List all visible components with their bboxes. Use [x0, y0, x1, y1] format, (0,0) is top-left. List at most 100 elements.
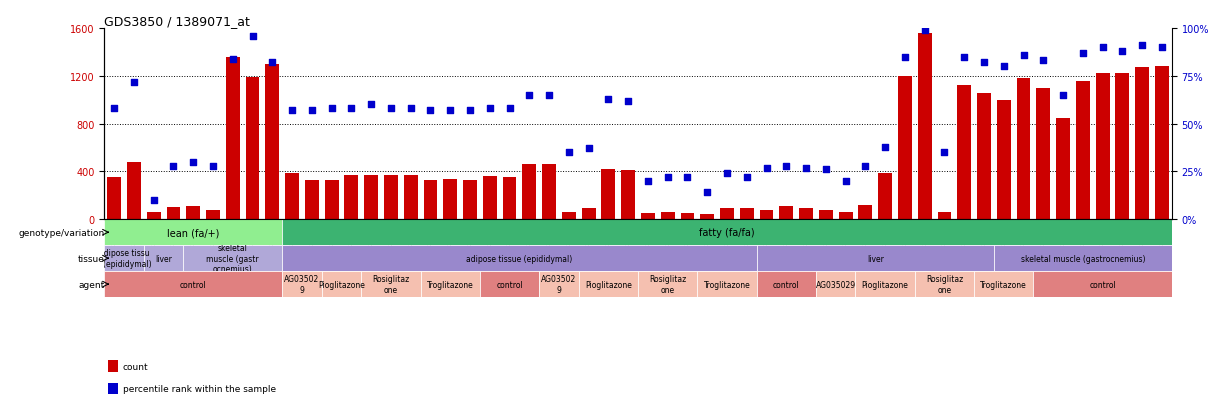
- Bar: [760, 210, 773, 220]
- Bar: [816, 271, 855, 297]
- Point: [1014, 52, 1033, 59]
- Point: [638, 178, 658, 185]
- Bar: [183, 246, 282, 271]
- Bar: [601, 170, 615, 220]
- Text: agent: agent: [79, 280, 104, 289]
- Bar: [187, 206, 200, 220]
- Point: [361, 102, 380, 109]
- Bar: [740, 209, 753, 220]
- Point: [263, 60, 282, 66]
- Bar: [480, 271, 539, 297]
- Point: [1033, 58, 1053, 65]
- Text: Pioglitazone: Pioglitazone: [318, 280, 364, 289]
- Bar: [282, 220, 1172, 246]
- Bar: [562, 213, 575, 220]
- Point: [519, 93, 539, 99]
- Text: GDS3850 / 1389071_at: GDS3850 / 1389071_at: [104, 15, 250, 28]
- Point: [618, 98, 638, 105]
- Point: [717, 171, 736, 177]
- Bar: [542, 165, 556, 220]
- Bar: [503, 178, 517, 220]
- Bar: [994, 246, 1172, 271]
- Bar: [1135, 68, 1148, 220]
- Bar: [757, 246, 994, 271]
- Bar: [1017, 79, 1031, 220]
- Text: liver: liver: [866, 254, 883, 263]
- Text: skeletal muscle (gastrocnemius): skeletal muscle (gastrocnemius): [1021, 254, 1145, 263]
- Point: [480, 106, 499, 112]
- Bar: [918, 34, 931, 220]
- Bar: [361, 271, 421, 297]
- Text: adipose tissu
e (epididymal): adipose tissu e (epididymal): [96, 249, 152, 268]
- Text: Troglitazone: Troglitazone: [703, 280, 751, 289]
- Text: lean (fa/+): lean (fa/+): [167, 228, 220, 237]
- Bar: [915, 271, 974, 297]
- Bar: [720, 209, 734, 220]
- Point: [1093, 45, 1113, 51]
- Point: [974, 60, 994, 66]
- Bar: [799, 209, 814, 220]
- Text: control: control: [773, 280, 800, 289]
- Bar: [996, 100, 1011, 220]
- Text: fatty (fa/fa): fatty (fa/fa): [699, 228, 755, 237]
- Bar: [104, 271, 282, 297]
- Bar: [463, 180, 477, 220]
- Point: [282, 108, 302, 114]
- Bar: [879, 173, 892, 220]
- Point: [579, 146, 599, 152]
- Bar: [779, 206, 793, 220]
- Point: [777, 163, 796, 170]
- Point: [223, 56, 243, 63]
- Point: [677, 174, 697, 181]
- Point: [737, 174, 757, 181]
- Text: control: control: [180, 280, 206, 289]
- Bar: [282, 271, 321, 297]
- Bar: [226, 57, 239, 220]
- Text: Pioglitazone: Pioglitazone: [861, 280, 908, 289]
- Point: [1152, 45, 1172, 51]
- Bar: [582, 209, 595, 220]
- Bar: [859, 205, 872, 220]
- Bar: [1033, 271, 1172, 297]
- Text: Troglitazone: Troglitazone: [427, 280, 474, 289]
- Bar: [321, 271, 361, 297]
- Point: [401, 106, 421, 112]
- Bar: [306, 180, 319, 220]
- Bar: [325, 180, 339, 220]
- Bar: [1037, 88, 1050, 220]
- Point: [539, 93, 558, 99]
- Bar: [404, 176, 417, 220]
- Point: [163, 163, 183, 170]
- Bar: [621, 171, 636, 220]
- Bar: [681, 214, 694, 220]
- Bar: [147, 213, 161, 220]
- Point: [658, 174, 677, 181]
- Text: count: count: [123, 362, 148, 371]
- Bar: [701, 215, 714, 220]
- Bar: [443, 179, 458, 220]
- Point: [124, 79, 144, 85]
- Text: AG03502
9: AG03502 9: [541, 275, 577, 294]
- Bar: [421, 271, 480, 297]
- Point: [875, 144, 894, 150]
- Point: [382, 106, 401, 112]
- Point: [836, 178, 855, 185]
- Point: [499, 106, 519, 112]
- Point: [440, 108, 460, 114]
- Point: [341, 106, 361, 112]
- Point: [894, 54, 914, 61]
- Point: [994, 64, 1014, 70]
- Bar: [757, 271, 816, 297]
- Bar: [957, 86, 971, 220]
- Bar: [245, 78, 259, 220]
- Point: [915, 28, 935, 34]
- Bar: [839, 213, 853, 220]
- Bar: [1155, 67, 1169, 220]
- Bar: [1076, 81, 1090, 220]
- Text: genotype/variation: genotype/variation: [18, 228, 104, 237]
- Bar: [638, 271, 697, 297]
- Bar: [523, 165, 536, 220]
- Point: [855, 163, 875, 170]
- Bar: [104, 220, 282, 246]
- Bar: [898, 76, 912, 220]
